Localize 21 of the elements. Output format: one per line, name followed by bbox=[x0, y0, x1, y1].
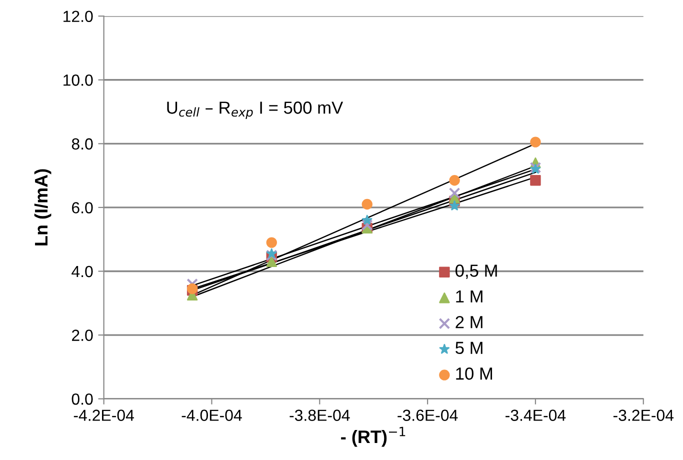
y-tick-label: 2.0 bbox=[72, 330, 93, 341]
x-tick-label: -4.2E-04 bbox=[74, 410, 134, 421]
x-tick-label: -3.8E-04 bbox=[290, 410, 350, 421]
legend-label: 1 M bbox=[456, 290, 482, 302]
x-axis-title: - (RT)$^{−1}$ bbox=[341, 426, 406, 447]
y-axis-title: Ln (I/mA) bbox=[34, 169, 52, 246]
y-tick-label: 4.0 bbox=[72, 266, 93, 278]
x-tick-label: -3.4E-04 bbox=[506, 410, 566, 421]
x-tick-label: -3.6E-04 bbox=[398, 410, 458, 421]
legend-label: 10 M bbox=[456, 367, 492, 380]
y-tick-label: 0.0 bbox=[72, 393, 93, 405]
x-tick-label: -4.0E-04 bbox=[182, 410, 242, 421]
legend-label: 0,5 M bbox=[456, 264, 497, 279]
y-tick-label: 8.0 bbox=[72, 138, 93, 150]
y-tick-label: 10.0 bbox=[64, 74, 93, 86]
x-tick-label: -3.2E-04 bbox=[613, 410, 674, 421]
y-tick-label: 6.0 bbox=[72, 202, 93, 214]
legend-label: 5 M bbox=[456, 342, 482, 354]
y-tick-label: 12.0 bbox=[64, 10, 93, 22]
legend-label: 2 M bbox=[456, 316, 482, 328]
annotation: U$_{cell}$ – R$_{exp}$ I = 500 mV bbox=[167, 102, 344, 120]
